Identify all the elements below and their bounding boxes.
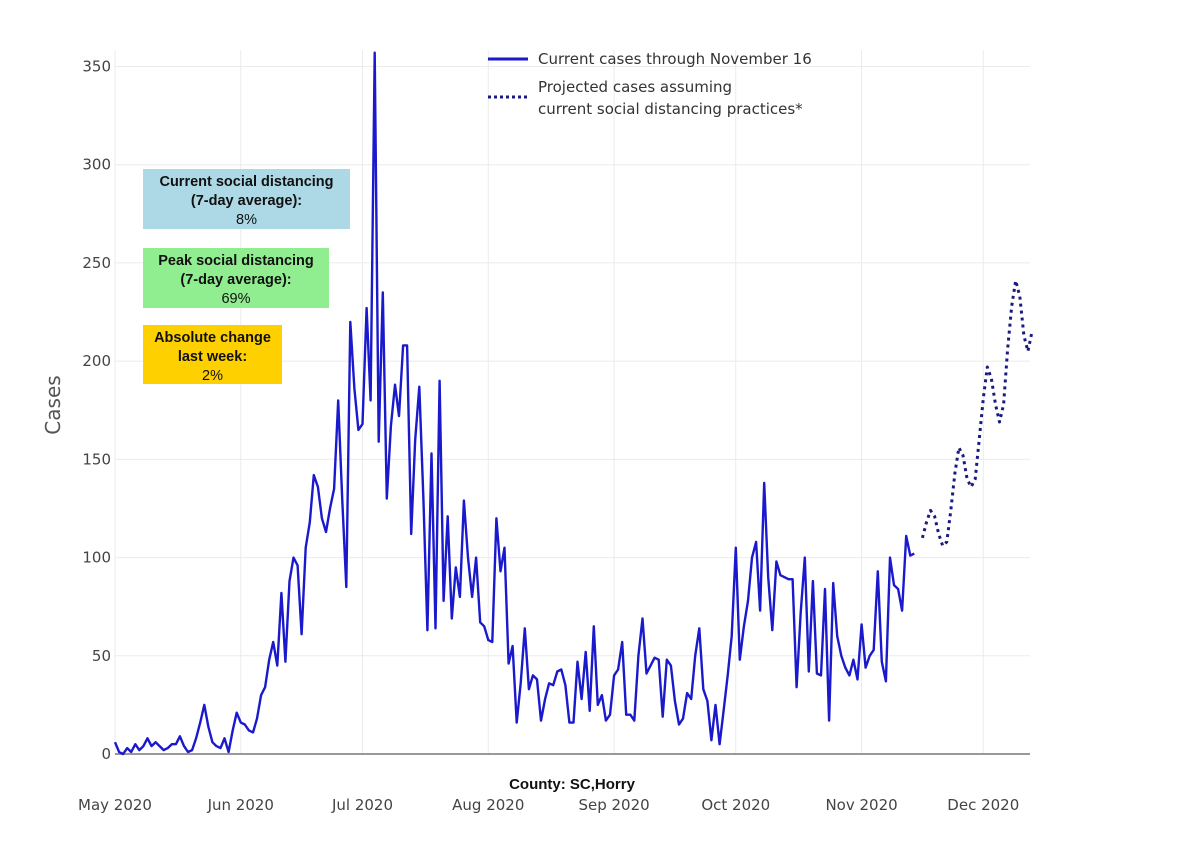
- annotation-text: last week:: [178, 349, 247, 365]
- y-tick-label: 350: [82, 57, 111, 75]
- x-tick-label: Dec 2020: [947, 796, 1019, 814]
- x-tick-label: Jul 2020: [331, 796, 393, 814]
- current-cases-line: [113, 51, 915, 756]
- annotation-text: (7-day average):: [191, 193, 302, 209]
- y-tick-label: 100: [82, 549, 111, 567]
- y-tick-label: 150: [82, 450, 111, 468]
- y-tick-label: 50: [92, 647, 111, 665]
- legend-label-projected-line1: Projected cases assuming: [538, 78, 732, 96]
- legend-label-current: Current cases through November 16: [538, 50, 812, 68]
- annotation-absolute-change: Absolute change last week: 2%: [143, 325, 282, 384]
- annotation-box: [143, 169, 350, 229]
- y-tick-label: 250: [82, 254, 111, 272]
- y-axis-title: Cases: [41, 375, 65, 434]
- x-tick-label: Aug 2020: [452, 796, 524, 814]
- annotation-peak-distancing: Peak social distancing (7-day average): 69…: [143, 248, 329, 308]
- annotation-boxes: Current social distancing (7-day average)…: [143, 169, 350, 384]
- legend: Current cases through November 16 Projec…: [488, 50, 812, 118]
- grid-lines: [114, 50, 1030, 754]
- annotation-box: [143, 325, 282, 384]
- annotation-text: 2%: [202, 368, 223, 384]
- legend-label-projected-line2: current social distancing practices*: [538, 100, 803, 118]
- x-tick-label: Sep 2020: [578, 796, 649, 814]
- x-tick-label: Jun 2020: [207, 796, 274, 814]
- annotation-text: 69%: [221, 291, 250, 307]
- annotation-box: [143, 248, 329, 308]
- annotation-current-distancing: Current social distancing (7-day average)…: [143, 169, 350, 229]
- y-axis-ticks: 0 50 100 150 200 250 300 350: [82, 57, 111, 763]
- annotation-text: Absolute change: [154, 330, 271, 346]
- y-tick-label: 300: [82, 156, 111, 174]
- annotation-text: 8%: [236, 212, 257, 228]
- x-axis-title: County: SC,Horry: [509, 776, 635, 793]
- annotation-text: (7-day average):: [180, 272, 291, 288]
- x-tick-label: May 2020: [78, 796, 152, 814]
- x-tick-label: Oct 2020: [701, 796, 770, 814]
- x-axis-ticks: May 2020 Jun 2020 Jul 2020 Aug 2020 Sep 2020…: [78, 796, 1019, 814]
- annotation-text: Peak social distancing: [158, 253, 314, 269]
- annotation-text: Current social distancing: [159, 174, 333, 190]
- projected-cases-line: [920, 279, 1034, 548]
- x-tick-label: Nov 2020: [825, 796, 897, 814]
- y-tick-label: 200: [82, 352, 111, 370]
- y-tick-label: 0: [101, 745, 111, 763]
- legend-label-projected: Projected cases assuming current social …: [538, 78, 803, 118]
- series-layer: [113, 51, 1034, 756]
